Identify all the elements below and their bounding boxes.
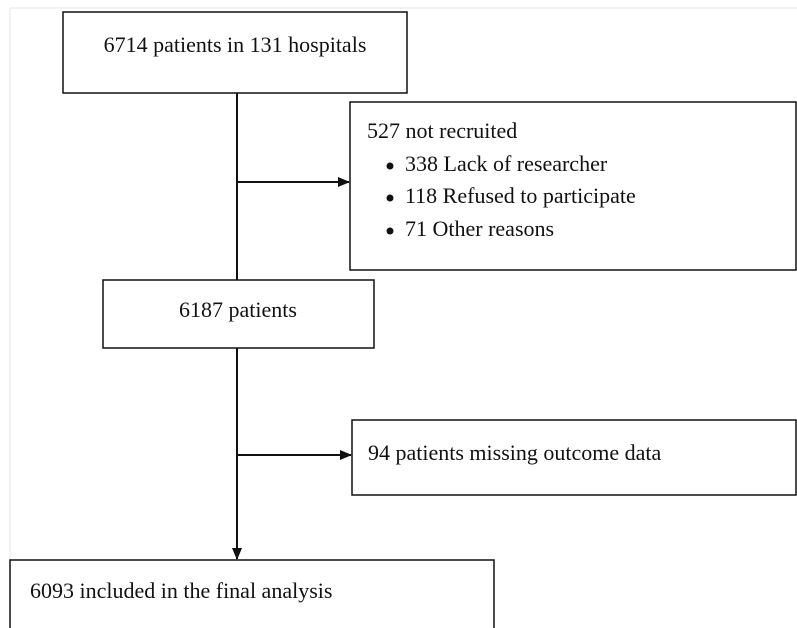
box: [62, 11, 408, 94]
box: [351, 419, 797, 496]
bullet: [386, 227, 394, 235]
box-label: 94 patients missing outcome data: [368, 440, 662, 465]
box-label: 6714 patients in 131 hospitals: [104, 32, 367, 57]
list-item: 71 Other reasons: [405, 216, 554, 241]
list-item: 118 Refused to participate: [405, 183, 636, 208]
box-label: 527 not recruited: [367, 118, 517, 143]
bullet: [386, 162, 394, 170]
box: [349, 101, 797, 271]
bullet: [386, 194, 394, 202]
box-label: 6187 patients: [179, 297, 297, 322]
list-item: 338 Lack of researcher: [405, 151, 608, 176]
box: [102, 279, 375, 349]
box-label: 6093 included in the final analysis: [30, 578, 332, 603]
box: [9, 559, 495, 628]
